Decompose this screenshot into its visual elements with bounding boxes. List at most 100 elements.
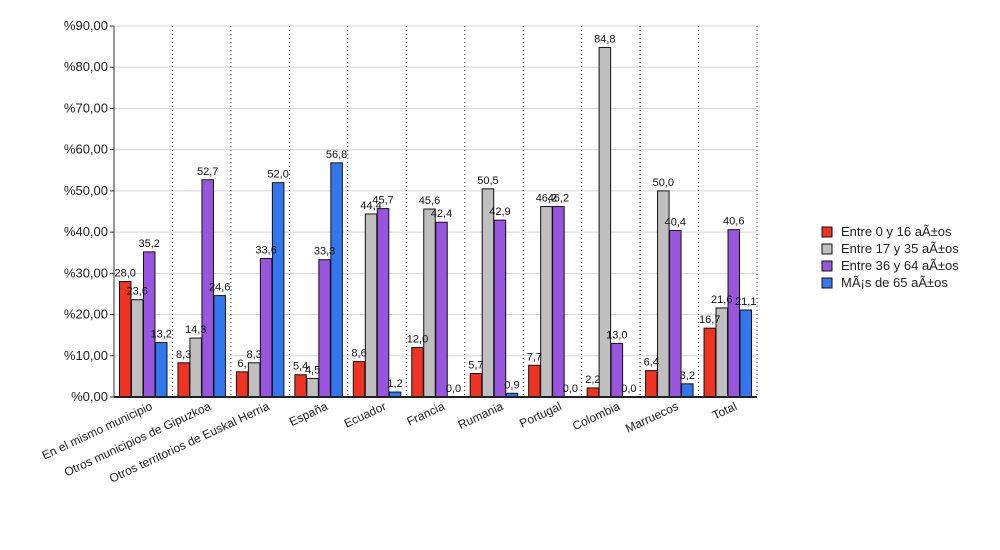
bar <box>118 281 132 398</box>
data-label: 56,8 <box>326 149 347 161</box>
bar <box>423 208 436 398</box>
y-tick-label: %90,00 <box>64 18 108 33</box>
bar <box>130 299 144 398</box>
bar <box>703 327 717 398</box>
bar <box>540 206 553 398</box>
bar <box>481 188 495 398</box>
data-label: 33,3 <box>314 246 335 258</box>
bar <box>247 362 261 398</box>
legend-label: Entre 17 y 35 aÃ±os <box>841 241 959 256</box>
data-label: 16,7 <box>699 314 720 326</box>
data-label: 45,7 <box>372 195 393 207</box>
data-label: 52,7 <box>197 166 218 178</box>
bar <box>681 383 694 398</box>
data-label: 5,4 <box>293 361 308 373</box>
bar <box>154 342 168 398</box>
y-tick-label: %50,00 <box>64 183 108 198</box>
bar <box>435 221 448 398</box>
bar <box>235 371 249 398</box>
y-tick-label: %80,00 <box>64 59 108 74</box>
legend-swatch <box>821 243 833 255</box>
data-label: 7,7 <box>527 351 542 363</box>
bar <box>727 229 741 398</box>
x-tick-label: Rumania <box>456 399 506 432</box>
bar <box>294 374 307 398</box>
data-label: 6, <box>238 358 247 370</box>
data-label: 14,3 <box>185 324 206 336</box>
data-label: 23,6 <box>127 286 148 298</box>
data-label: 40,6 <box>723 216 744 228</box>
bar <box>469 373 483 398</box>
legend: Entre 0 y 16 aÃ±os Entre 17 y 35 aÃ±os Ent… <box>821 224 959 290</box>
data-label: 50,5 <box>477 175 498 187</box>
x-tick-label: Ecuador <box>342 399 388 431</box>
bar <box>330 162 343 398</box>
y-tick-label: %10,00 <box>64 348 108 363</box>
data-label: 52,0 <box>267 169 288 181</box>
bar <box>493 219 507 398</box>
data-label: 21,6 <box>711 294 732 306</box>
data-label: 0,0 <box>446 383 461 395</box>
data-label: 45,6 <box>419 195 440 207</box>
x-tick-label: Total <box>710 399 739 422</box>
data-label: 5,7 <box>468 360 483 372</box>
data-label: 42,4 <box>431 208 452 220</box>
x-tick-label: Marruecos <box>623 399 680 436</box>
legend-swatch <box>821 277 833 289</box>
bar <box>213 295 226 398</box>
bar <box>645 370 658 398</box>
data-label: 46,2 <box>536 193 557 205</box>
data-label: 3,2 <box>680 370 695 382</box>
data-label: 4,5 <box>305 364 320 376</box>
data-label: 8,3 <box>246 349 261 361</box>
x-tick-label: Francia <box>405 399 447 429</box>
bars <box>118 46 753 398</box>
y-tick-label: %40,00 <box>64 224 108 239</box>
data-label: 12,0 <box>407 334 428 346</box>
x-tick-label: España <box>287 399 330 429</box>
bar <box>177 362 190 398</box>
bar <box>739 309 753 398</box>
data-label: 1,2 <box>387 378 402 390</box>
data-label: 84,8 <box>594 33 615 45</box>
bar <box>552 206 565 398</box>
data-label: 42,9 <box>489 206 510 218</box>
y-tick-label: %70,00 <box>64 100 108 115</box>
y-tick-label: %30,00 <box>64 265 108 280</box>
bar <box>259 257 273 398</box>
bar <box>411 347 424 398</box>
data-label: 28,0 <box>115 268 136 280</box>
data-label: 0,0 <box>621 383 636 395</box>
data-label: 35,2 <box>139 238 160 250</box>
y-tick-label: %20,00 <box>64 307 108 322</box>
bar <box>142 251 156 398</box>
x-tick-label: Portugal <box>517 399 563 431</box>
bar <box>364 213 378 398</box>
bar <box>528 364 541 398</box>
bar <box>352 361 366 398</box>
data-label: 0,0 <box>563 383 578 395</box>
data-label: 46,2 <box>548 193 569 205</box>
x-tick-label: Colombia <box>570 399 622 433</box>
bar <box>318 259 331 398</box>
bar <box>586 387 600 398</box>
bar <box>598 46 612 398</box>
y-tick-label: %60,00 <box>64 142 108 157</box>
data-label: 40,4 <box>665 216 686 228</box>
data-label: 6,4 <box>644 357 659 369</box>
legend-swatch <box>821 260 833 272</box>
data-label: 2,2 <box>585 374 600 386</box>
data-label: 50,0 <box>653 177 674 189</box>
data-label: 8,6 <box>351 348 366 360</box>
data-label: 24,6 <box>209 282 230 294</box>
bar <box>189 337 202 398</box>
legend-swatch <box>821 226 833 238</box>
data-label: 13,0 <box>606 329 627 341</box>
legend-label: Entre 36 y 64 aÃ±os <box>841 258 959 273</box>
legend-label: MÃ¡s de 65 aÃ±os <box>841 275 948 290</box>
y-tick-label: %0,00 <box>71 389 108 404</box>
data-label: 8,3 <box>176 349 191 361</box>
data-label: 33,6 <box>255 244 276 256</box>
data-label: 13,2 <box>151 329 172 341</box>
data-labels: 28,023,635,213,28,314,352,724,66,8,333,6… <box>115 33 757 395</box>
